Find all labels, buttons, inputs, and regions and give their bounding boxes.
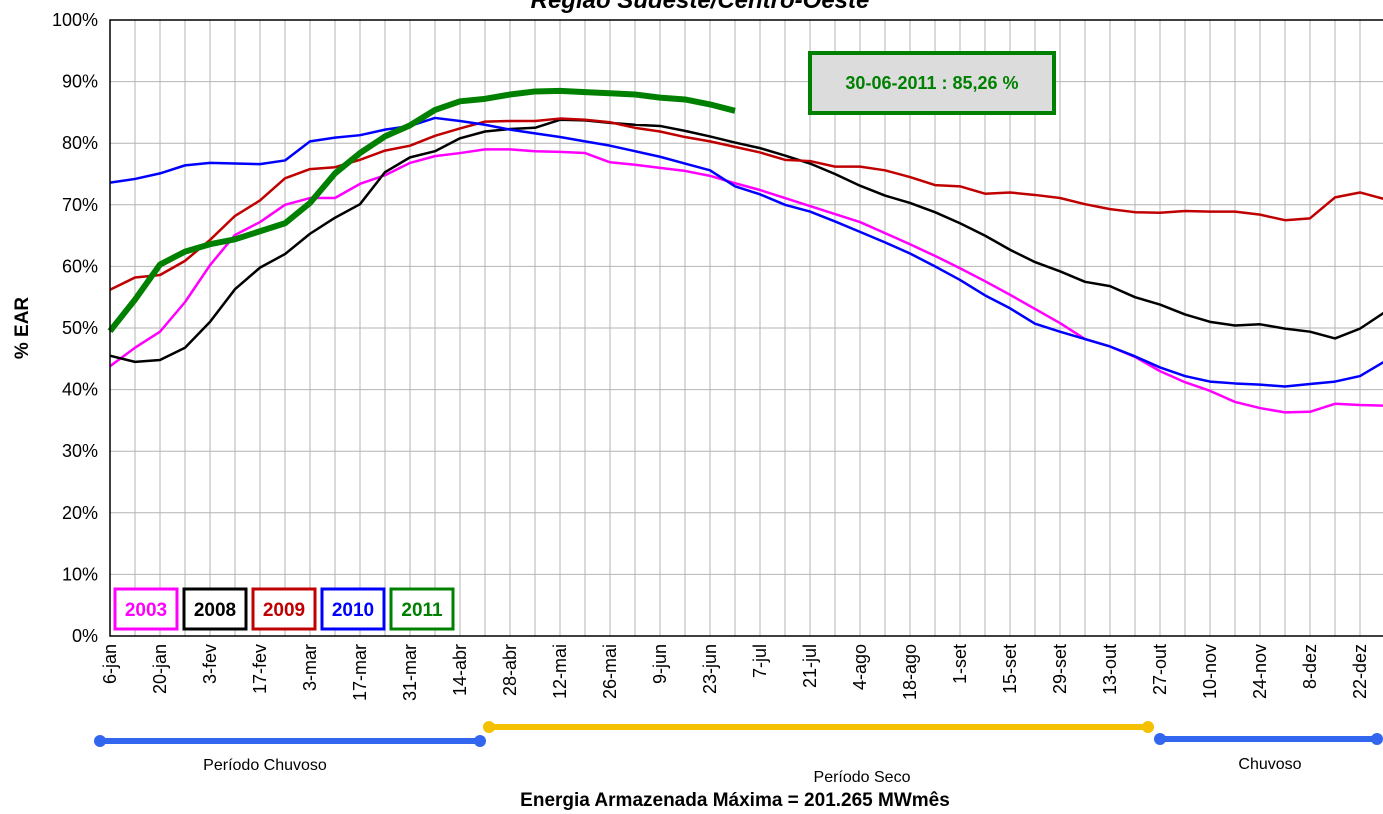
y-axis-label: % EAR	[12, 297, 33, 360]
y-tick-label: 20%	[62, 503, 98, 523]
series-line	[107, 87, 736, 333]
series-line	[109, 148, 1383, 414]
bar-end	[1154, 733, 1166, 745]
plot-frame	[109, 19, 1383, 637]
legend-label: 2003	[125, 600, 167, 621]
y-tick-label: 100%	[52, 10, 98, 30]
bar-end	[94, 735, 106, 747]
x-tick-label: 1-set	[950, 644, 970, 684]
lines	[107, 87, 1383, 414]
x-tick-label: 24-nov	[1250, 644, 1270, 699]
x-tick-label: 6-jan	[100, 644, 120, 684]
y-tick-label: 30%	[62, 441, 98, 461]
footer: Energia Armazenada Máxima = 201.265 MWmê…	[520, 790, 950, 811]
x-labels: 6-jan 20-jan 3-fev 17-fev 3-mar 17-mar 31-mar 1…	[100, 644, 1370, 701]
y-tick-label: 50%	[62, 318, 98, 338]
y-tick-label: 90%	[62, 72, 98, 92]
y-tick-label: 0%	[72, 626, 98, 646]
period-label: Chuvoso	[1238, 756, 1301, 773]
x-tick-label: 9-jun	[650, 644, 670, 684]
legend-label: 2011	[401, 600, 443, 621]
x-tick-label: 20-jan	[150, 644, 170, 694]
x-tick-label: 21-jul	[800, 644, 820, 688]
x-tick-label: 23-jun	[700, 644, 720, 694]
legend-box	[389, 587, 455, 631]
y-tick-label: 60%	[62, 256, 98, 276]
x-tick-label: 10-nov	[1200, 644, 1220, 699]
x-tick-label: 8-dez	[1300, 644, 1320, 689]
x-tick-label: 3-mar	[300, 644, 320, 691]
x-tick-label: 14-abr	[450, 644, 470, 696]
x-tick-label: 29-set	[1050, 644, 1070, 694]
legend-label: 2010	[332, 600, 374, 621]
x-tick-label: 18-ago	[900, 644, 920, 700]
legend-box	[113, 587, 179, 631]
x-tick-label: 31-mar	[400, 644, 420, 701]
y-tick-label: 70%	[62, 195, 98, 215]
x-tick-label: 26-mai	[600, 644, 620, 699]
bar-end	[1142, 721, 1154, 733]
bar-end	[1371, 733, 1383, 745]
period-label: Período Seco	[814, 769, 911, 786]
y-tick-label: 10%	[62, 564, 98, 584]
x-tick-label: 17-mar	[350, 644, 370, 701]
legend-box	[251, 587, 317, 631]
series-line	[109, 116, 1383, 388]
annotation-box	[808, 51, 1056, 115]
x-tick-label: 4-ago	[850, 644, 870, 690]
legend-box	[182, 587, 248, 631]
y-labels: 0% 10% 20% 30% 40% 50% 60% 70% 80% 90% 100%	[52, 10, 98, 646]
x-tick-label: 27-out	[1150, 644, 1170, 695]
legend: 2003 2008 2009 2010 2011	[113, 587, 455, 631]
legend-label: 2008	[194, 600, 236, 621]
y-tick-label: 40%	[62, 380, 98, 400]
x-tick-label: 3-fev	[200, 644, 220, 684]
x-tick-label: 7-jul	[750, 644, 770, 678]
annotation: 30-06-2011 : 85,26 %	[845, 73, 1018, 93]
series-line	[109, 117, 1383, 291]
series-line	[109, 118, 1383, 364]
x-tick-label: 12-mai	[550, 644, 570, 699]
legend-box	[320, 587, 386, 631]
bar-end	[483, 721, 495, 733]
period-label: Período Chuvoso	[203, 757, 327, 774]
x-tick-label: 15-set	[1000, 644, 1020, 694]
period-bars	[94, 721, 1383, 747]
x-tick-label: 22-dez	[1350, 644, 1370, 699]
y-tick-label: 80%	[62, 133, 98, 153]
x-tick-label: 13-out	[1100, 644, 1120, 695]
x-tick-label: 28-abr	[500, 644, 520, 696]
x-tick-label: 17-fev	[250, 644, 270, 694]
chart-title: Região Sudeste/Centro-Oeste	[531, 0, 870, 14]
bar-end	[474, 735, 486, 747]
legend-label: 2009	[263, 600, 305, 621]
